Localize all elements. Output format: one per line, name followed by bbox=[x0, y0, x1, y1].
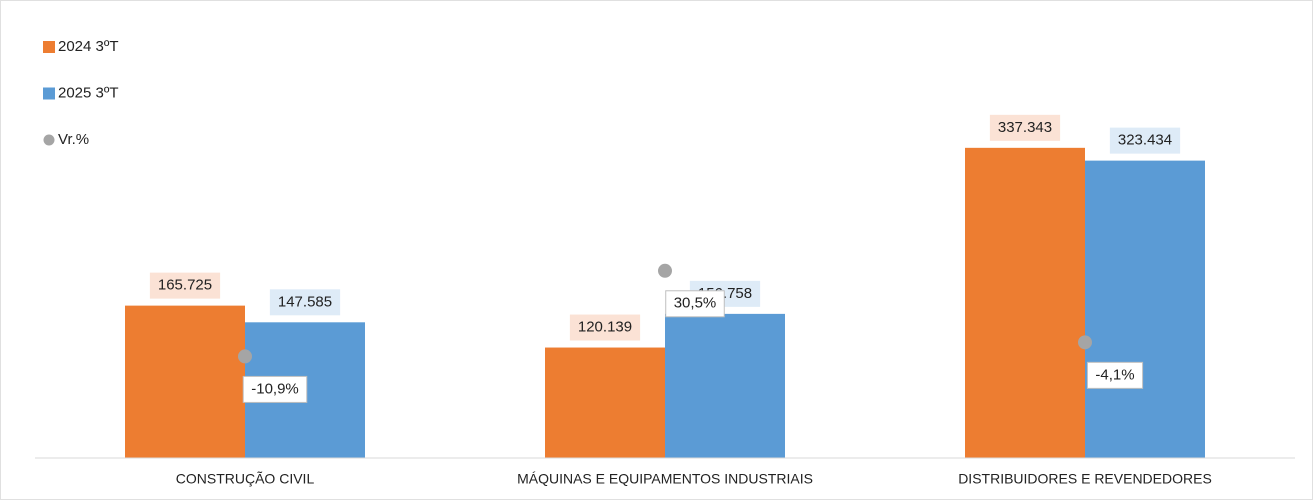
data-label: -4,1% bbox=[1095, 366, 1134, 383]
bar bbox=[125, 305, 245, 458]
bar bbox=[665, 313, 785, 458]
legend-marker bbox=[43, 87, 55, 100]
data-label-box bbox=[665, 290, 725, 318]
x-tick-label: DISTRIBUIDORES E REVENDEDORES bbox=[958, 471, 1212, 487]
data-label-box bbox=[149, 272, 221, 299]
data-label-box bbox=[1086, 361, 1144, 389]
data-label: -10,9% bbox=[251, 380, 299, 397]
legend-marker bbox=[43, 41, 55, 53]
legend-marker bbox=[43, 134, 55, 146]
data-label-box bbox=[242, 375, 308, 403]
x-tick-label: MÁQUINAS E EQUIPAMENTOS INDUSTRIAIS bbox=[517, 471, 813, 487]
point bbox=[1078, 335, 1092, 350]
data-label: 147.585 bbox=[278, 293, 332, 310]
data-label: 323.434 bbox=[1118, 132, 1172, 149]
bar bbox=[965, 147, 1085, 458]
point bbox=[658, 263, 672, 278]
data-label: 120.139 bbox=[578, 319, 632, 336]
data-label: 337.343 bbox=[998, 119, 1052, 136]
legend-label: 2025 3ºT bbox=[58, 84, 119, 101]
bar bbox=[545, 347, 665, 458]
data-label-box bbox=[989, 114, 1061, 141]
data-label-box bbox=[569, 314, 641, 341]
legend-label: 2024 3ºT bbox=[58, 38, 119, 55]
x-tick-label: CONSTRUÇÃO CIVIL bbox=[176, 471, 315, 487]
data-label: 165.725 bbox=[158, 277, 212, 294]
bar bbox=[1085, 160, 1205, 458]
data-label: 30,5% bbox=[674, 295, 717, 312]
legend-label: Vr.% bbox=[58, 131, 89, 148]
data-label-box bbox=[269, 289, 341, 316]
point bbox=[238, 349, 252, 364]
data-label-box bbox=[1109, 127, 1181, 154]
